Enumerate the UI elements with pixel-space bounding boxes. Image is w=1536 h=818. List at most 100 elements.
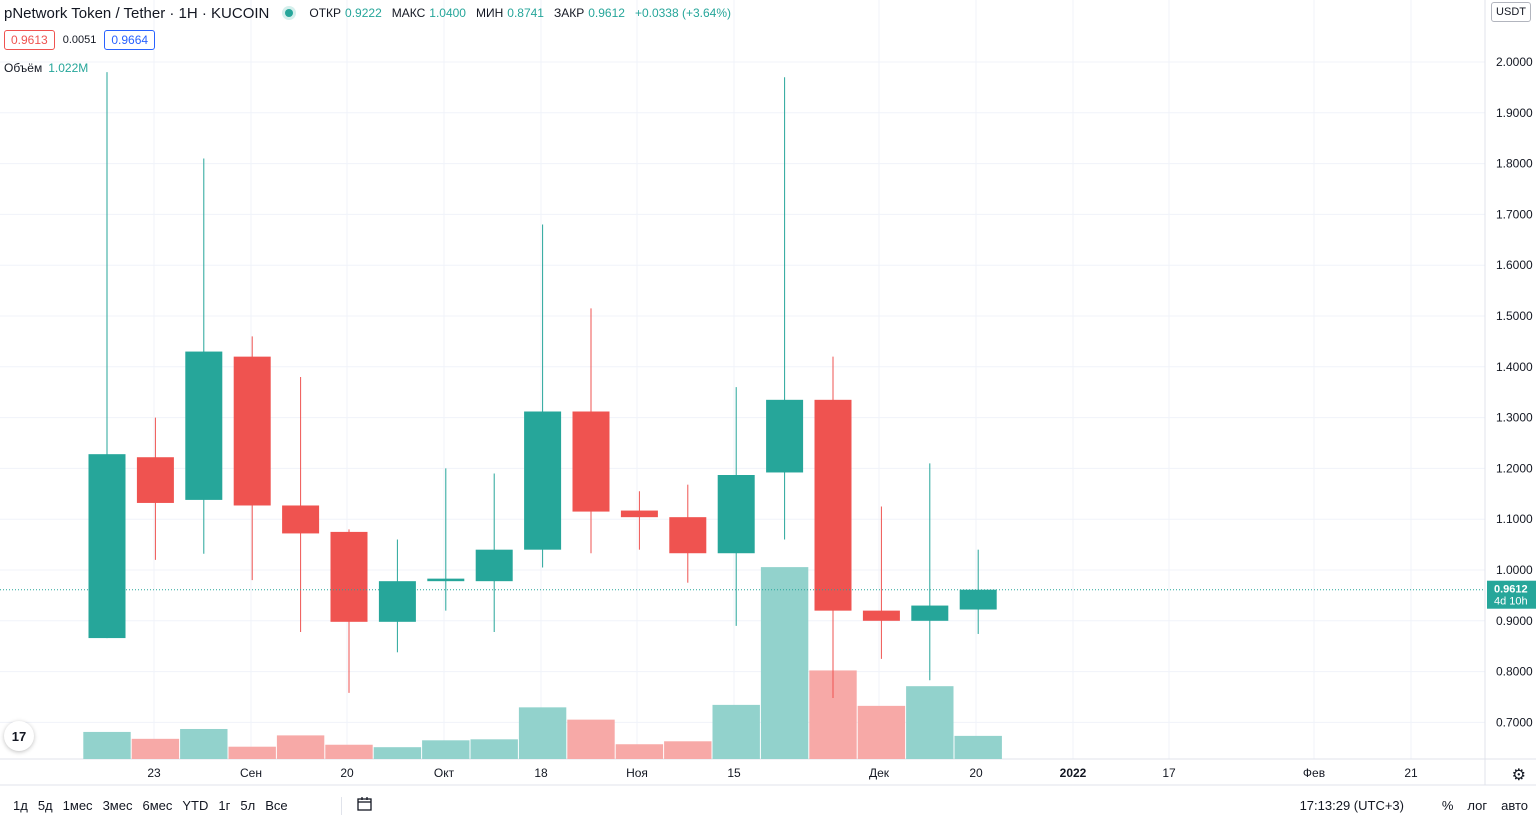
volume-bar bbox=[422, 740, 470, 759]
y-tick-label: 1.7000 bbox=[1496, 207, 1533, 221]
candle-body bbox=[233, 356, 271, 506]
range-button[interactable]: 5л bbox=[240, 798, 256, 813]
x-tick-label: 15 bbox=[727, 766, 741, 780]
x-tick-label: 2022 bbox=[1060, 766, 1087, 780]
ohlc-key: МИН bbox=[475, 6, 504, 20]
x-tick-label: 20 bbox=[340, 766, 354, 780]
y-tick-label: 1.3000 bbox=[1496, 411, 1533, 425]
scale-option[interactable]: авто bbox=[1501, 798, 1528, 813]
y-tick-label: 0.7000 bbox=[1496, 715, 1533, 729]
toolbar-divider bbox=[341, 797, 342, 815]
clock-timezone[interactable]: 17:13:29 (UTC+3) bbox=[1299, 798, 1404, 813]
currency-button[interactable]: USDT bbox=[1491, 2, 1531, 22]
y-tick-label: 1.6000 bbox=[1496, 258, 1533, 272]
y-tick-label: 0.9000 bbox=[1496, 614, 1533, 628]
volume-bar bbox=[180, 728, 228, 759]
y-tick-label: 0.8000 bbox=[1496, 665, 1533, 679]
candle-body bbox=[669, 517, 707, 554]
candle-body bbox=[475, 549, 513, 582]
symbol-title[interactable]: pNetwork Token / Tether · 1H · KUCOIN bbox=[4, 4, 270, 22]
x-tick-label: Сен bbox=[240, 766, 262, 780]
candle-body bbox=[766, 399, 804, 473]
volume-label[interactable]: Объём bbox=[4, 61, 43, 75]
ohlc-value: 0.9222 bbox=[345, 6, 382, 20]
candle-body bbox=[427, 578, 465, 582]
volume-bar bbox=[228, 746, 276, 759]
x-tick-label: 17 bbox=[1162, 766, 1176, 780]
candle-body bbox=[959, 589, 997, 610]
y-tick-label: 1.5000 bbox=[1496, 309, 1533, 323]
x-tick-label: Окт bbox=[434, 766, 455, 780]
candle-body bbox=[330, 531, 368, 622]
volume-bar bbox=[276, 735, 325, 759]
volume-bar bbox=[664, 741, 712, 759]
x-tick-label: Ноя bbox=[626, 766, 648, 780]
scale-option[interactable]: лог bbox=[1467, 798, 1488, 813]
candle-body bbox=[814, 399, 852, 611]
last-price-label: 0.9612 bbox=[1494, 584, 1528, 596]
y-tick-label: 1.2000 bbox=[1496, 461, 1533, 475]
volume-legend: Объём 1.022M bbox=[4, 61, 88, 75]
range-button[interactable]: 3мес bbox=[102, 798, 133, 813]
y-tick-label: 1.8000 bbox=[1496, 157, 1533, 171]
range-button[interactable]: 5д bbox=[37, 798, 53, 813]
volume-value: 1.022M bbox=[48, 61, 89, 75]
candle-body bbox=[378, 581, 416, 622]
scale-options: % лог авто bbox=[1442, 798, 1528, 813]
y-tick-label: 2.0000 bbox=[1496, 55, 1533, 69]
candle-body bbox=[88, 454, 126, 639]
range-button[interactable]: 1д bbox=[13, 798, 28, 813]
candle-body bbox=[524, 411, 562, 550]
spread-value: 0.0051 bbox=[62, 34, 97, 46]
ohlc-value: 0.9612 bbox=[588, 6, 625, 20]
range-button[interactable]: 6мес bbox=[142, 798, 173, 813]
settings-gear-icon[interactable]: ⚙ bbox=[1511, 767, 1526, 784]
candle-body bbox=[136, 457, 174, 503]
candle-body bbox=[620, 510, 658, 518]
range-button[interactable]: YTD bbox=[182, 798, 209, 813]
candle-body bbox=[717, 475, 755, 554]
volume-bar bbox=[954, 735, 1002, 759]
ohlc-value: 1.0400 bbox=[429, 6, 466, 20]
x-tick-label: 18 bbox=[534, 766, 548, 780]
candle-body bbox=[185, 351, 223, 500]
volume-bar bbox=[906, 686, 954, 759]
ohlc-key: ЗАКР bbox=[553, 6, 585, 20]
volume-bar bbox=[83, 731, 131, 759]
scale-option[interactable]: % bbox=[1441, 798, 1454, 813]
countdown-label: 4d 10h bbox=[1494, 596, 1528, 608]
goto-date-icon[interactable] bbox=[356, 795, 374, 813]
volume-bar bbox=[325, 744, 373, 759]
y-tick-label: 1.4000 bbox=[1496, 360, 1533, 374]
sell-button[interactable]: 0.9613 bbox=[4, 30, 55, 50]
volume-bar bbox=[712, 704, 760, 759]
y-tick-label: 1.1000 bbox=[1496, 512, 1533, 526]
range-button[interactable]: 1мес bbox=[62, 798, 93, 813]
bottom-toolbar: 1д 5д 1мес 3мес 6мес YTD 1г 5л Все 17:13:29 (UTC… bbox=[0, 793, 1536, 818]
chart-header: pNetwork Token / Tether · 1H · KUCOIN ОТ… bbox=[4, 4, 737, 22]
buy-button[interactable]: 0.9664 bbox=[104, 30, 156, 50]
x-tick-label: 20 bbox=[969, 766, 983, 780]
volume-bar bbox=[760, 567, 809, 759]
volume-bar bbox=[615, 744, 664, 759]
ohlc-values: ОТКР 0.9222 МАКС 1.0400 МИН 0.8741 ЗАКР 0.9612 +… bbox=[309, 6, 737, 20]
range-button[interactable]: Все bbox=[265, 798, 288, 813]
range-button[interactable]: 1г bbox=[218, 798, 231, 813]
y-tick-label: 1.0000 bbox=[1496, 563, 1533, 577]
volume-bar bbox=[567, 719, 615, 759]
volume-bar bbox=[518, 707, 567, 759]
candle-body bbox=[862, 610, 900, 621]
last-price-badge bbox=[1487, 580, 1536, 609]
candle-body bbox=[282, 505, 320, 534]
market-status-icon bbox=[285, 9, 294, 17]
volume-bar bbox=[857, 705, 906, 759]
tradingview-logo-icon[interactable]: 17 bbox=[4, 721, 34, 751]
ohlc-value: +0.0338 (+3.64%) bbox=[634, 6, 732, 20]
x-tick-label: Фев bbox=[1303, 766, 1325, 780]
ohlc-key: МАКС bbox=[391, 6, 426, 20]
volume-bar bbox=[131, 738, 180, 759]
trade-buttons: 0.9613 0.0051 0.9664 bbox=[4, 29, 156, 51]
ohlc-value: 0.8741 bbox=[507, 6, 544, 20]
x-tick-label: 23 bbox=[147, 766, 161, 780]
